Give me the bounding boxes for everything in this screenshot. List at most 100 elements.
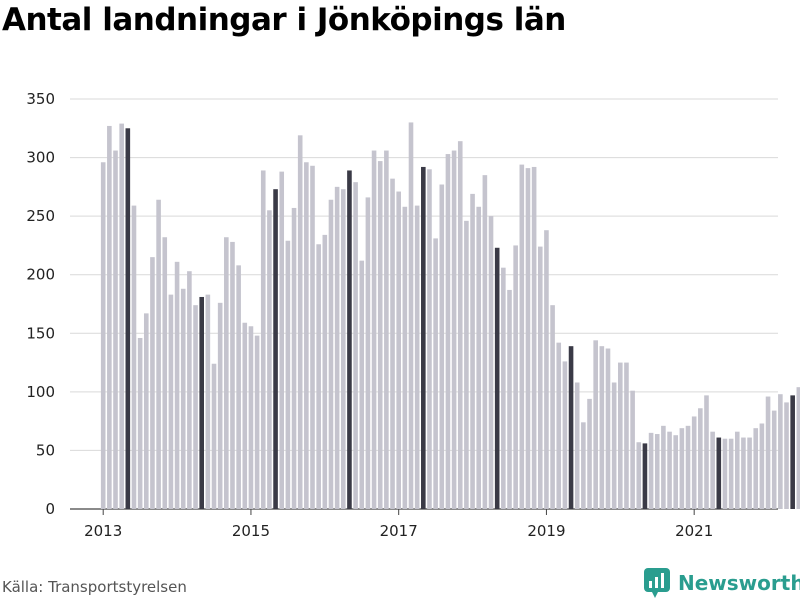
bar	[193, 305, 198, 509]
bar	[236, 265, 241, 509]
bar	[211, 363, 217, 509]
bar	[445, 154, 451, 510]
bar	[248, 326, 254, 509]
bar	[328, 199, 334, 509]
bar	[457, 141, 463, 509]
bar	[224, 237, 229, 509]
x-tick-label: 2013	[84, 522, 122, 540]
bar	[722, 438, 728, 509]
x-tick-label: 2021	[675, 522, 713, 540]
chart-title: Antal landningar i Jönköpings län	[2, 2, 566, 38]
bar	[550, 305, 555, 509]
source-note: Källa: Transportstyrelsen	[2, 578, 187, 596]
bar	[408, 122, 414, 509]
bar	[704, 395, 709, 509]
bar	[310, 165, 315, 509]
bar	[107, 125, 112, 509]
bar	[574, 382, 580, 509]
bar	[119, 123, 124, 509]
bar	[414, 205, 420, 509]
bar	[691, 416, 697, 509]
y-tick-label: 200	[26, 266, 55, 284]
bar	[661, 425, 666, 509]
bar	[230, 241, 235, 509]
bar	[242, 322, 248, 509]
bar	[599, 346, 605, 509]
y-tick-label: 350	[26, 90, 55, 108]
brand-logo[interactable]: Newsworthy	[644, 568, 800, 598]
bar	[630, 390, 635, 509]
bar	[624, 362, 629, 509]
bar	[205, 294, 211, 509]
bar	[143, 313, 149, 509]
bar	[156, 199, 161, 509]
bar	[322, 234, 328, 509]
bar	[100, 162, 106, 509]
bar	[784, 402, 789, 509]
bar	[593, 340, 598, 509]
bar	[396, 191, 401, 510]
y-tick-label: 100	[26, 383, 55, 401]
bar	[334, 186, 340, 509]
bar	[365, 197, 371, 509]
bar	[716, 437, 722, 509]
bar	[267, 210, 272, 510]
bar	[390, 178, 395, 509]
y-tick-label: 0	[45, 500, 55, 518]
y-tick-label: 250	[26, 207, 55, 225]
bar	[642, 443, 648, 509]
bar	[581, 422, 586, 509]
bar	[353, 182, 358, 509]
bar	[279, 171, 285, 509]
bar	[377, 161, 383, 510]
bar	[359, 260, 365, 509]
bar	[304, 162, 309, 509]
bar	[371, 150, 377, 510]
bar	[544, 230, 549, 509]
bar	[648, 432, 654, 509]
bar	[421, 166, 426, 509]
x-tick-label: 2017	[380, 522, 418, 540]
bar	[796, 387, 800, 509]
bar	[180, 288, 186, 509]
y-tick-label: 150	[26, 324, 55, 342]
bar	[747, 437, 752, 509]
bar	[470, 193, 475, 509]
bar	[260, 170, 266, 509]
bar	[679, 428, 685, 509]
y-tick-label: 50	[36, 441, 55, 459]
bar	[654, 434, 660, 509]
bar	[753, 428, 759, 509]
bar	[494, 247, 500, 509]
bar	[137, 337, 143, 509]
bar	[384, 150, 389, 510]
bar	[464, 220, 469, 510]
bar	[340, 189, 346, 509]
bar	[587, 398, 592, 509]
bar	[734, 431, 740, 509]
bar	[168, 294, 174, 509]
bar	[790, 395, 795, 509]
bar	[513, 245, 518, 509]
bar	[297, 135, 303, 510]
bar	[568, 346, 574, 509]
bar	[131, 205, 137, 509]
bar	[519, 164, 525, 509]
bar	[285, 240, 291, 509]
bar	[501, 267, 506, 509]
bar	[741, 437, 746, 509]
newsworthy-logo-icon	[644, 568, 670, 598]
bar	[439, 184, 445, 509]
bar	[217, 302, 223, 509]
bar	[728, 438, 734, 509]
bar	[187, 271, 192, 509]
brand-name: Newsworthy	[678, 571, 800, 595]
bar	[150, 257, 155, 509]
bar	[525, 168, 531, 509]
bar	[254, 335, 260, 509]
y-axis-labels: 0 50 100 150 200 250 300 350	[26, 90, 55, 518]
bar	[482, 175, 488, 509]
x-tick-label: 2015	[232, 522, 270, 540]
bar	[556, 342, 562, 509]
